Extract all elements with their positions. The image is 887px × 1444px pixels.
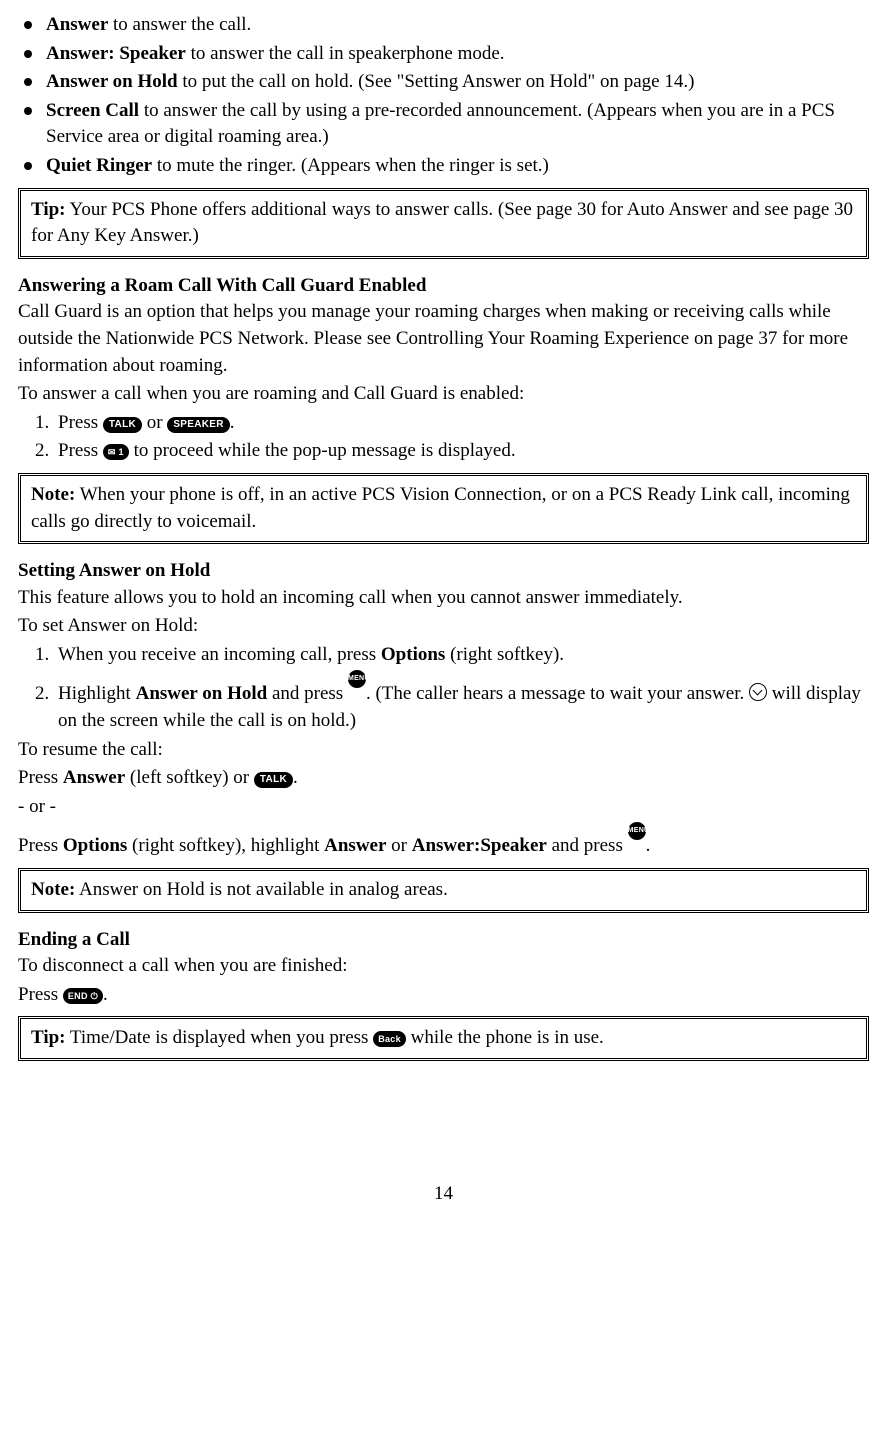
option-text: to answer the call. (108, 14, 251, 35)
step-text: . (The caller hears a message to wait yo… (366, 683, 749, 704)
options-label: Options (381, 644, 445, 665)
talk-key-icon: TALK (103, 417, 142, 433)
text: and press (547, 835, 628, 856)
option-label: Answer (46, 14, 108, 35)
steps-list: When you receive an incoming call, press… (18, 642, 869, 735)
answer-label: Answer (324, 835, 386, 856)
answer-speaker-label: Answer:Speaker (412, 835, 547, 856)
text: . (646, 835, 651, 856)
step-text: Highlight (58, 683, 136, 704)
tip-box: Tip: Your PCS Phone offers additional wa… (18, 188, 869, 259)
menu-ok-key-icon: MENU OK (628, 822, 646, 840)
page-number: 14 (18, 1181, 869, 1208)
step-item: Press TALK or SPEAKER. (54, 410, 869, 437)
note-text: Answer on Hold is not available in analo… (75, 879, 448, 900)
option-label: Answer on Hold (46, 71, 178, 92)
speaker-key-icon: SPEAKER (167, 417, 229, 433)
steps-list: Press TALK or SPEAKER. Press ✉ 1 to proc… (18, 410, 869, 465)
text: or (386, 835, 411, 856)
paragraph: Press Options (right softkey), highlight… (18, 822, 869, 860)
answer-on-hold-label: Answer on Hold (136, 683, 268, 704)
text: Press (18, 767, 63, 788)
tip-text: Your PCS Phone offers additional ways to… (31, 199, 853, 247)
talk-key-icon: TALK (254, 772, 293, 788)
list-item: Screen Call to answer the call by using … (18, 98, 869, 151)
paragraph: This feature allows you to hold an incom… (18, 585, 869, 612)
section-heading-ending-call: Ending a Call (18, 927, 869, 954)
answer-label: Answer (63, 767, 125, 788)
option-label: Answer: Speaker (46, 43, 186, 64)
text: Press (18, 835, 63, 856)
text: . (103, 984, 108, 1005)
step-text: (right softkey). (445, 644, 564, 665)
option-label: Quiet Ringer (46, 155, 152, 176)
list-item: Answer on Hold to put the call on hold. … (18, 69, 869, 96)
note-box: Note: Answer on Hold is not available in… (18, 868, 869, 913)
paragraph: To disconnect a call when you are finish… (18, 953, 869, 980)
paragraph: Press END ⏻. (18, 982, 869, 1009)
or-separator: - or - (18, 794, 869, 821)
step-text: to proceed while the pop-up message is d… (129, 440, 516, 461)
section-heading-call-guard: Answering a Roam Call With Call Guard En… (18, 273, 869, 300)
one-key-icon: ✉ 1 (103, 444, 129, 460)
step-item: When you receive an incoming call, press… (54, 642, 869, 669)
hold-indicator-icon (749, 683, 767, 701)
tip-text: while the phone is in use. (406, 1027, 604, 1048)
paragraph: Call Guard is an option that helps you m… (18, 299, 869, 379)
tip-label: Tip: (31, 1027, 66, 1048)
answer-options-list: Answer to answer the call. Answer: Speak… (18, 12, 869, 180)
tip-text: Time/Date is displayed when you press (66, 1027, 374, 1048)
list-item: Quiet Ringer to mute the ringer. (Appear… (18, 153, 869, 180)
option-text: to answer the call in speakerphone mode. (186, 43, 505, 64)
text: . (293, 767, 298, 788)
step-item: Highlight Answer on Hold and press MENU … (54, 670, 869, 734)
step-text: Press (58, 412, 103, 433)
paragraph: To answer a call when you are roaming an… (18, 381, 869, 408)
option-text: to put the call on hold. (See "Setting A… (178, 71, 695, 92)
text: Press (18, 984, 63, 1005)
section-heading-answer-hold: Setting Answer on Hold (18, 558, 869, 585)
paragraph: To set Answer on Hold: (18, 613, 869, 640)
step-item: Press ✉ 1 to proceed while the pop-up me… (54, 438, 869, 465)
end-key-icon: END ⏻ (63, 988, 103, 1004)
back-key-icon: Back (373, 1031, 406, 1047)
note-text: When your phone is off, in an active PCS… (31, 484, 850, 532)
step-text: . (230, 412, 235, 433)
step-text: and press (267, 683, 348, 704)
option-text: to answer the call by using a pre-record… (46, 100, 835, 148)
option-label: Screen Call (46, 100, 139, 121)
tip-box: Tip: Time/Date is displayed when you pre… (18, 1016, 869, 1061)
step-text: Press (58, 440, 103, 461)
step-text: or (142, 412, 167, 433)
step-text: When you receive an incoming call, press (58, 644, 381, 665)
options-label: Options (63, 835, 127, 856)
note-box: Note: When your phone is off, in an acti… (18, 473, 869, 544)
option-text: to mute the ringer. (Appears when the ri… (152, 155, 549, 176)
text: (right softkey), highlight (127, 835, 324, 856)
paragraph: Press Answer (left softkey) or TALK. (18, 765, 869, 792)
note-label: Note: (31, 879, 75, 900)
text: (left softkey) or (125, 767, 254, 788)
list-item: Answer: Speaker to answer the call in sp… (18, 41, 869, 68)
paragraph: To resume the call: (18, 737, 869, 764)
tip-label: Tip: (31, 199, 66, 220)
menu-ok-key-icon: MENU OK (348, 670, 366, 688)
list-item: Answer to answer the call. (18, 12, 869, 39)
note-label: Note: (31, 484, 75, 505)
